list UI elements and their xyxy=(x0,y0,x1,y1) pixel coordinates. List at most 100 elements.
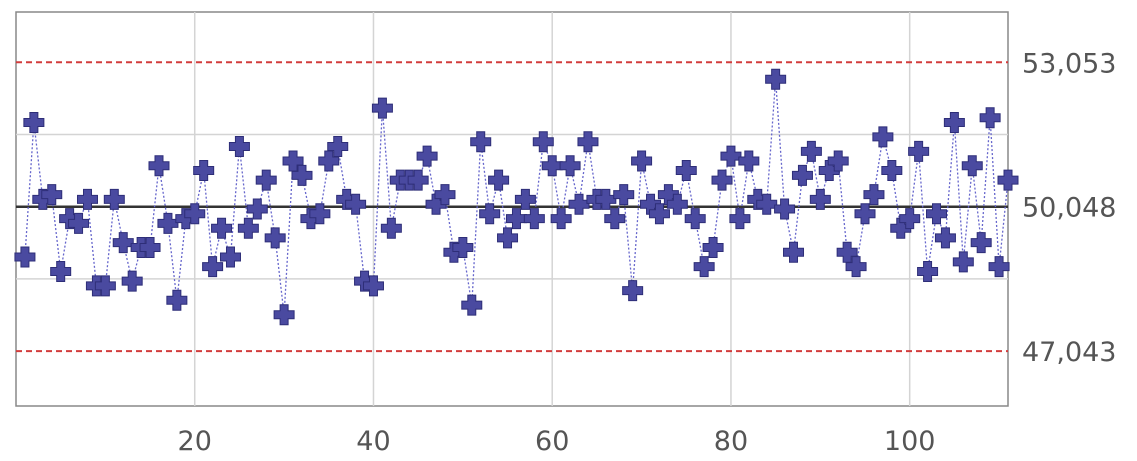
data-point-marker xyxy=(693,256,715,278)
data-point-marker xyxy=(532,131,554,153)
data-point-marker xyxy=(917,260,939,282)
data-point-marker xyxy=(488,169,510,191)
data-point-marker xyxy=(827,150,849,172)
data-point-marker xyxy=(184,203,206,225)
data-point-marker xyxy=(41,184,63,206)
data-point-marker xyxy=(327,136,349,158)
data-point-marker xyxy=(211,217,233,239)
x-tick-labels: 20 40 60 80 100 xyxy=(178,426,936,457)
data-point-marker xyxy=(523,208,545,230)
data-point-marker xyxy=(622,280,644,302)
data-point-marker xyxy=(461,294,483,316)
data-point-marker xyxy=(800,140,822,162)
data-point-marker xyxy=(103,188,125,210)
data-point-marker xyxy=(59,208,81,230)
data-point-marker xyxy=(756,193,778,215)
x-tick-label: 20 xyxy=(178,426,212,457)
data-point-marker xyxy=(738,150,760,172)
data-point-marker xyxy=(541,155,563,177)
data-point-marker xyxy=(559,155,581,177)
data-point-marker xyxy=(890,217,912,239)
data-point-marker xyxy=(934,227,956,249)
data-point-marker xyxy=(711,169,733,191)
data-point-marker xyxy=(550,208,572,230)
data-point-marker xyxy=(166,289,188,311)
data-point-marker xyxy=(863,184,885,206)
x-tick-label: 100 xyxy=(884,426,936,457)
data-point-marker xyxy=(202,256,224,278)
data-point-marker xyxy=(765,68,787,90)
data-point-marker xyxy=(148,155,170,177)
data-point-marker xyxy=(613,184,635,206)
data-point-marker xyxy=(845,256,867,278)
data-point-marker xyxy=(345,193,367,215)
data-point-marker xyxy=(434,184,456,206)
data-point-marker xyxy=(631,150,653,172)
data-point-marker xyxy=(497,227,519,249)
data-point-marker xyxy=(470,131,492,153)
data-point-marker xyxy=(943,112,965,134)
data-point-marker xyxy=(872,126,894,148)
data-point-marker xyxy=(648,203,670,225)
data-point-marker xyxy=(14,246,36,268)
data-point-marker xyxy=(568,193,590,215)
data-point-marker xyxy=(479,203,501,225)
data-point-marker xyxy=(139,236,161,258)
data-point-marker xyxy=(783,241,805,263)
data-point-marker xyxy=(380,217,402,239)
data-point-marker xyxy=(157,212,179,234)
data-point-marker xyxy=(818,160,840,182)
data-point-marker xyxy=(881,160,903,182)
data-point-marker xyxy=(273,304,295,326)
data-point-marker xyxy=(112,232,134,254)
data-point-marker xyxy=(416,145,438,167)
data-point-marker xyxy=(675,160,697,182)
data-point-marker xyxy=(854,203,876,225)
data-point-marker xyxy=(336,188,358,210)
data-point-marker xyxy=(809,188,831,210)
data-point-marker xyxy=(908,140,930,162)
data-point-marker xyxy=(291,164,313,186)
lower-control-limit-label: 47,043 xyxy=(1022,337,1116,368)
x-tick-label: 80 xyxy=(714,426,748,457)
data-point-marker xyxy=(997,169,1019,191)
data-point-marker xyxy=(774,198,796,220)
data-point-marker xyxy=(952,251,974,273)
data-point-marker xyxy=(23,112,45,134)
data-point-marker xyxy=(577,131,599,153)
horizontal-gridlines xyxy=(16,133,1008,280)
data-point-marker xyxy=(425,193,447,215)
data-point-marker xyxy=(729,208,751,230)
data-point-marker xyxy=(68,212,90,234)
data-point-marker xyxy=(505,208,527,230)
data-point-marker xyxy=(666,193,688,215)
data-point-marker xyxy=(94,275,116,297)
data-point-marker xyxy=(979,107,1001,129)
data-point-marker xyxy=(452,236,474,258)
data-point-marker xyxy=(228,136,250,158)
x-tick-label: 40 xyxy=(356,426,390,457)
data-point-marker xyxy=(702,236,724,258)
data-point-marker xyxy=(121,270,143,292)
data-markers xyxy=(14,68,1019,326)
data-point-marker xyxy=(988,256,1010,278)
data-point-marker xyxy=(219,246,241,268)
data-point-marker xyxy=(899,208,921,230)
x-tick-label: 60 xyxy=(535,426,569,457)
data-point-marker xyxy=(791,164,813,186)
data-point-marker xyxy=(255,169,277,191)
data-point-marker xyxy=(684,208,706,230)
data-point-marker xyxy=(354,270,376,292)
data-point-marker xyxy=(514,188,536,210)
data-point-marker xyxy=(193,160,215,182)
data-point-marker xyxy=(961,155,983,177)
data-point-marker xyxy=(720,145,742,167)
upper-control-limit-label: 53,053 xyxy=(1022,48,1116,79)
data-point-marker xyxy=(362,275,384,297)
data-point-marker xyxy=(318,150,340,172)
data-point-marker xyxy=(309,203,331,225)
data-point-marker xyxy=(237,217,259,239)
data-point-marker xyxy=(371,97,393,119)
data-point-marker xyxy=(76,188,98,210)
